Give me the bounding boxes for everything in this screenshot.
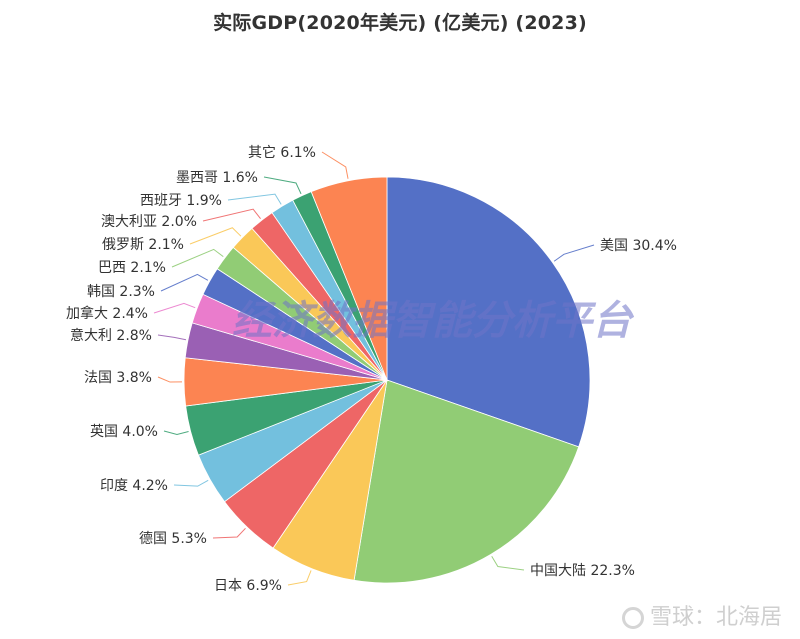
chart-title: 实际GDP(2020年美元) (亿美元) (2023) <box>213 12 587 34</box>
leader-line <box>263 176 302 195</box>
slice-label: 法国 3.8% <box>84 370 152 386</box>
slice-labels: 美国 30.4% 中国大陆 22.3% 日本 6.9% 德国 5.3% 印度 4.2% 英… <box>66 144 677 594</box>
leader-lines <box>153 151 595 586</box>
leader-line <box>173 479 209 487</box>
leader-line <box>157 376 183 383</box>
leader-line <box>287 570 312 586</box>
pie-slice <box>353 379 580 584</box>
slice-label: 日本 6.9% <box>214 578 282 594</box>
leader-line <box>553 244 595 262</box>
slice-label: 美国 30.4% <box>600 238 677 254</box>
leader-line <box>171 248 224 268</box>
pie-slice <box>310 176 388 381</box>
slice-label: 加拿大 2.4% <box>66 305 148 322</box>
leader-line <box>153 302 196 314</box>
slice-label: 俄罗斯 2.1% <box>102 237 184 253</box>
slice-label: 其它 6.1% <box>248 144 316 161</box>
slice-label: 巴西 2.1% <box>98 260 166 276</box>
watermark-text: 经济数据智能分析平台 <box>232 298 635 344</box>
pie-slice <box>386 176 591 448</box>
leader-line <box>189 227 242 245</box>
slice-label: 澳大利亚 2.0% <box>101 214 197 230</box>
slice-label: 墨西哥 1.6% <box>176 170 258 186</box>
xueqiu-logo-icon <box>621 607 644 629</box>
leader-line <box>491 555 525 571</box>
slice-label: 英国 4.0% <box>90 423 158 440</box>
slice-label: 印度 4.2% <box>100 478 168 494</box>
leader-line <box>163 430 189 436</box>
slice-label: 意大利 2.8% <box>70 327 152 344</box>
leader-line <box>202 208 261 222</box>
slice-label: 德国 5.3% <box>139 531 207 547</box>
leader-line <box>321 151 349 179</box>
credit-text: 雪球：北海居 <box>649 605 782 630</box>
leader-line <box>227 193 282 205</box>
leader-line <box>157 334 187 341</box>
leader-line <box>160 273 209 292</box>
slice-label: 韩国 2.3% <box>87 284 155 300</box>
pie-slices <box>183 176 591 584</box>
slice-label: 西班牙 1.9% <box>140 193 222 209</box>
credit: 雪球：北海居 <box>621 599 782 631</box>
leader-line <box>212 527 246 539</box>
slice-label: 中国大陆 22.3% <box>530 563 635 579</box>
